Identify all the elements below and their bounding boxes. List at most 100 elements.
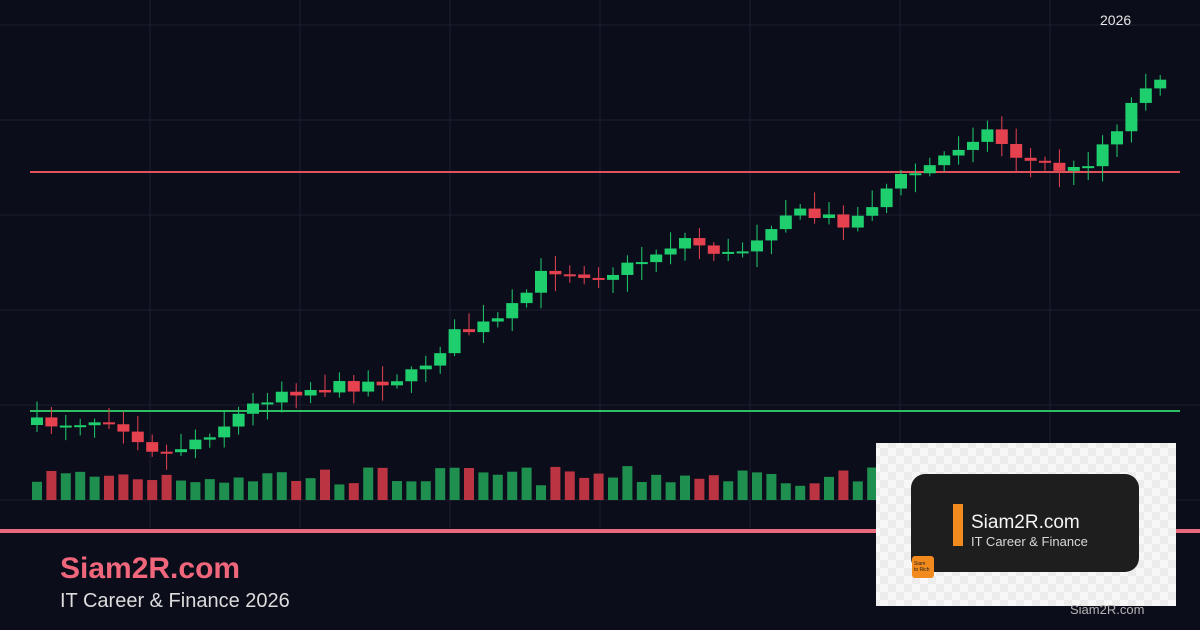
- candle-body: [405, 369, 418, 382]
- candle-body: [535, 270, 547, 293]
- volume-bar: [492, 474, 503, 500]
- candle-body: [607, 274, 619, 280]
- badge: Siam2R.com IT Career & Finance Siam to R…: [876, 443, 1176, 617]
- volume-bar: [593, 473, 604, 500]
- candle-body: [261, 402, 274, 405]
- volume-bar: [766, 473, 777, 500]
- candle-body: [621, 262, 634, 275]
- volume-bar: [176, 480, 186, 500]
- volume-bar: [665, 482, 676, 500]
- candle-body: [736, 251, 749, 254]
- volume-bar: [780, 483, 791, 500]
- candle-body: [319, 390, 331, 393]
- volume-bar: [46, 470, 57, 500]
- candle-body: [995, 129, 1008, 144]
- candle-body: [952, 149, 965, 156]
- volume-bar: [680, 475, 690, 500]
- candle-body: [851, 215, 864, 228]
- candles: [31, 73, 1167, 470]
- volume-bar: [694, 478, 705, 500]
- volume-bar: [852, 481, 863, 500]
- candle-body: [506, 303, 519, 319]
- volume-bar: [363, 467, 374, 500]
- volume-bar: [320, 469, 330, 500]
- candle-body: [679, 238, 691, 249]
- candle-body: [549, 270, 562, 275]
- volume-bar: [564, 471, 575, 500]
- volume-bar: [161, 474, 172, 500]
- volume-bar: [75, 471, 86, 500]
- candle-body: [74, 425, 87, 428]
- volume-bar: [521, 467, 532, 500]
- candle-body: [823, 214, 835, 218]
- volume-bar: [579, 477, 590, 500]
- candle-body: [578, 274, 591, 278]
- volume-bar: [867, 467, 878, 500]
- candle-body: [203, 437, 216, 440]
- volume-bar: [536, 485, 546, 500]
- volume-bar: [305, 478, 316, 500]
- candle-body: [808, 208, 821, 218]
- badge-icon-text: Siam: [914, 561, 925, 567]
- volume-bar: [809, 483, 820, 500]
- candle-body: [866, 207, 879, 216]
- candle-body: [895, 173, 907, 189]
- candle-body: [837, 214, 850, 228]
- candle-body: [333, 381, 346, 393]
- candle-body: [765, 229, 778, 241]
- volume-bar: [636, 482, 647, 500]
- candle-body: [491, 318, 504, 322]
- volume-bar: [377, 467, 388, 500]
- separator: [0, 529, 1200, 533]
- volume-bar: [824, 476, 834, 500]
- candle-body: [391, 381, 403, 386]
- candle-body: [722, 251, 735, 254]
- volume-bar: [276, 472, 287, 500]
- volume-bar: [118, 474, 129, 500]
- candle-body: [635, 262, 648, 265]
- candle-body: [304, 390, 317, 396]
- candle-body: [463, 329, 475, 333]
- candle-body: [45, 417, 58, 427]
- volume-bar: [392, 481, 402, 500]
- year-label: 2026: [1100, 12, 1131, 28]
- badge-panel: [911, 474, 1139, 572]
- candle-body: [290, 391, 303, 396]
- candle-body: [232, 413, 245, 427]
- candle-body: [1053, 162, 1066, 171]
- candle-body: [131, 431, 144, 443]
- candle-body: [160, 451, 173, 454]
- candle-body: [218, 426, 231, 438]
- volume-bar: [147, 480, 158, 500]
- volume-bar: [334, 484, 345, 500]
- candle-body: [1039, 160, 1051, 163]
- candle-body: [117, 424, 130, 432]
- volume-bar: [723, 481, 734, 500]
- brand-title: Siam2R.com: [60, 552, 240, 585]
- candle-body: [275, 391, 288, 403]
- candle-body: [1024, 157, 1037, 161]
- volume-bar: [838, 470, 849, 500]
- volume-bar: [708, 475, 719, 500]
- candle-body: [880, 188, 893, 208]
- candle-body: [434, 353, 447, 366]
- volume-bar: [507, 471, 518, 500]
- volume-bar: [435, 468, 446, 500]
- candle-body: [103, 422, 115, 425]
- badge-subtitle: IT Career & Finance: [971, 534, 1088, 549]
- volume-bar: [464, 467, 474, 500]
- candle-body: [650, 254, 663, 263]
- candle-body: [707, 245, 720, 254]
- candle-body: [31, 417, 43, 425]
- candle-body: [923, 165, 936, 174]
- volume-bar: [449, 467, 460, 500]
- volume-bar: [204, 479, 215, 500]
- volume-bar: [291, 480, 302, 500]
- brand-subtitle: IT Career & Finance 2026: [60, 590, 290, 612]
- volume-bar: [550, 466, 561, 500]
- candle-body: [247, 403, 259, 414]
- candle-body: [563, 274, 576, 277]
- candle-body: [967, 141, 979, 150]
- candle-body: [59, 425, 72, 428]
